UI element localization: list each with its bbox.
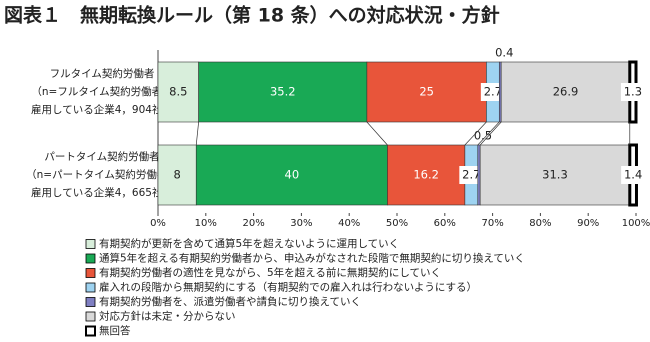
value-label-box [480,83,505,101]
value-label: 0.4 [495,46,513,60]
value-label-box [620,83,645,101]
x-tick-label: 40% [338,218,360,229]
connector [464,121,487,146]
value-label: 35.2 [270,85,296,99]
category-label: フルタイム契約労働者 [50,67,155,80]
category-label: パートタイム契約労働者 [44,150,159,163]
bar-segment [477,144,481,206]
legend-label: 無回答 [99,324,131,337]
value-label: 31.3 [542,168,568,182]
legend-swatch [85,253,96,264]
value-label: 1.3 [624,85,642,99]
value-label: 1.4 [624,168,642,182]
legend-swatch [85,297,96,307]
x-tick-label: 90% [577,218,599,229]
x-tick-label: 50% [386,218,408,229]
bar-segment [195,144,388,206]
bar-segment [157,144,197,206]
connector [366,121,388,146]
category-label: （n=フルタイム契約労働者を [31,85,172,98]
category-label: 雇用している企業4，904社） [31,103,173,116]
connector [195,121,199,146]
legend-label: 対応方針は未定・分からない [99,310,236,323]
legend-swatch [85,282,96,293]
legend-swatch [85,239,96,249]
legend-label: 有期契約労働者を、派遣労働者や請負に切り換えていく [99,295,361,308]
value-label-box [621,166,646,184]
legend-label: 有期契約が更新を含めて通算5年を超えないように運用していく [99,237,399,250]
value-label: 8.5 [169,85,187,99]
x-tick-label: 20% [242,218,264,229]
legend-label: 通算5年を超える有期契約労働者から、申込みがなされた段階で無期契約に切り換えてい… [99,252,525,265]
legend-label: 有期契約労働者の適性を見ながら、5年を超える前に無期契約にしていく [99,266,441,279]
legend-swatch [85,311,96,322]
x-tick-label: 10% [195,218,217,229]
x-tick-label: 100% [622,218,650,229]
x-tick-label: 60% [434,218,456,229]
connector [477,121,500,146]
bar-segment [366,61,487,123]
value-label: 2.7 [484,85,502,99]
value-label-box [459,166,484,184]
value-label: 16.2 [413,168,439,182]
legend-swatch [85,325,96,337]
legend-label: 雇入れの段階から無期契約にする（有期契約での雇入れは行わないようにする） [99,281,477,294]
category-label: 雇用している企業4，665社） [31,186,173,199]
value-label: 26.9 [553,85,579,99]
connector [479,121,502,146]
bar-segment [500,61,631,123]
x-tick-label: 0% [150,218,166,229]
bar-segment [157,61,199,123]
value-label: 0.5 [474,129,492,143]
x-tick-label: 30% [290,218,312,229]
value-label: 8 [173,168,180,182]
x-tick-label: 70% [481,218,503,229]
category-label: （n=パートタイム契約労働者を [26,168,178,181]
bar-segment [479,144,631,206]
legend-swatch [85,268,96,278]
chart-title: 図表１ 無期転換ルール（第 18 条）への対応状況・方針 [4,4,500,27]
bar-segment [387,144,466,206]
value-label: 2.7 [462,168,480,182]
x-tick-label: 80% [529,218,551,229]
value-label: 40 [285,168,300,182]
bar-segment [198,61,368,123]
value-label: 25 [419,85,434,99]
